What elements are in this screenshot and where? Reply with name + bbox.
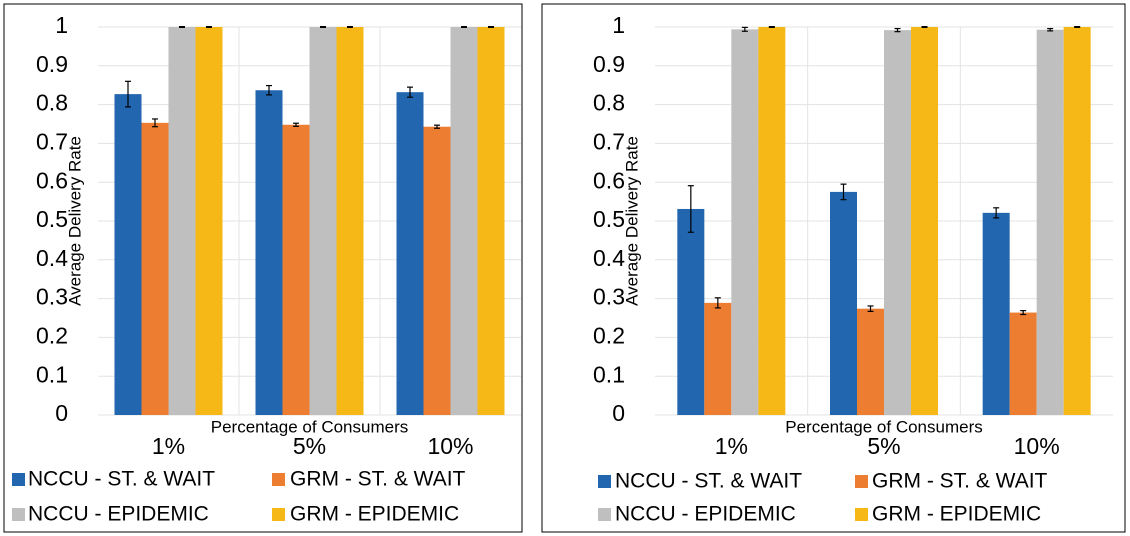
bar <box>1009 312 1037 415</box>
x-tick-label: 5% <box>293 433 326 459</box>
bar <box>1063 27 1091 415</box>
legend-swatch <box>855 508 868 521</box>
legend-label: NCCU - EPIDEMIC <box>28 503 209 526</box>
legend-label: GRM - ST. & WAIT <box>290 468 466 491</box>
bar <box>830 191 857 415</box>
y-tick-label: 1 <box>55 12 68 38</box>
legend-label: GRM - ST. & WAIT <box>872 470 1048 493</box>
x-tick-label: 1% <box>152 433 185 459</box>
y-tick-label: 0.2 <box>36 322 68 348</box>
bar <box>884 30 911 415</box>
y-tick-label: 0.9 <box>36 51 68 77</box>
bar <box>396 92 424 416</box>
y-tick-label: 0.6 <box>593 167 625 193</box>
bar <box>423 126 451 415</box>
bar <box>114 94 142 416</box>
y-axis-label: Average Delivery Rate <box>622 136 641 306</box>
bar <box>857 308 884 415</box>
y-tick-label: 0.1 <box>593 361 625 387</box>
bar <box>255 90 283 415</box>
y-tick-label: 0.8 <box>593 90 625 116</box>
bar <box>982 212 1010 415</box>
bar <box>309 27 337 415</box>
legend-swatch <box>272 473 285 486</box>
y-tick-label: 0.3 <box>593 284 625 310</box>
bar <box>450 27 478 415</box>
legend-swatch <box>598 475 611 488</box>
y-tick-label: 0.7 <box>593 128 625 154</box>
y-tick-label: 0.1 <box>36 361 68 387</box>
legend-swatch <box>598 508 611 521</box>
x-axis-label: Percentage of Consumers <box>211 417 409 436</box>
legend-swatch <box>12 473 25 486</box>
legend-label: GRM - EPIDEMIC <box>290 503 459 526</box>
y-tick-label: 0.2 <box>593 322 625 348</box>
legend-swatch <box>12 508 25 521</box>
y-tick-label: 0.8 <box>36 90 68 116</box>
bar <box>195 27 223 415</box>
x-tick-label: 5% <box>867 433 900 459</box>
x-tick-label: 10% <box>427 433 473 459</box>
bar <box>758 27 786 415</box>
bar <box>1036 29 1064 415</box>
legend-label: NCCU - EPIDEMIC <box>615 503 796 526</box>
y-tick-label: 0.4 <box>593 245 625 271</box>
bar <box>731 29 759 415</box>
bar <box>911 27 938 415</box>
y-tick-label: 0.5 <box>36 206 68 232</box>
x-tick-label: 10% <box>1014 433 1060 459</box>
bar <box>704 302 732 415</box>
y-tick-label: 0 <box>55 400 68 426</box>
y-tick-label: 0.3 <box>36 284 68 310</box>
legend-label: GRM - EPIDEMIC <box>872 503 1041 526</box>
y-tick-label: 0.7 <box>36 128 68 154</box>
x-tick-label: 1% <box>715 433 748 459</box>
legend-label: NCCU - ST. & WAIT <box>615 470 802 493</box>
bar <box>336 27 364 415</box>
y-axis-label: Average Delivery Rate <box>65 136 84 306</box>
bar <box>477 27 505 415</box>
legend-swatch <box>855 475 868 488</box>
y-tick-label: 0 <box>612 400 625 426</box>
y-tick-label: 0.4 <box>36 245 68 271</box>
y-tick-label: 0.5 <box>593 206 625 232</box>
y-tick-label: 0.6 <box>36 167 68 193</box>
y-tick-label: 1 <box>612 12 625 38</box>
x-axis-label: Percentage of Consumers <box>785 417 983 436</box>
bar <box>677 208 705 415</box>
bar <box>141 122 169 415</box>
y-tick-label: 0.9 <box>593 51 625 77</box>
bar <box>282 124 310 415</box>
legend-label: NCCU - ST. & WAIT <box>28 468 215 491</box>
bar <box>168 27 196 415</box>
legend-swatch <box>272 508 285 521</box>
panel-frame <box>3 3 523 533</box>
panel-frame <box>541 3 1126 533</box>
